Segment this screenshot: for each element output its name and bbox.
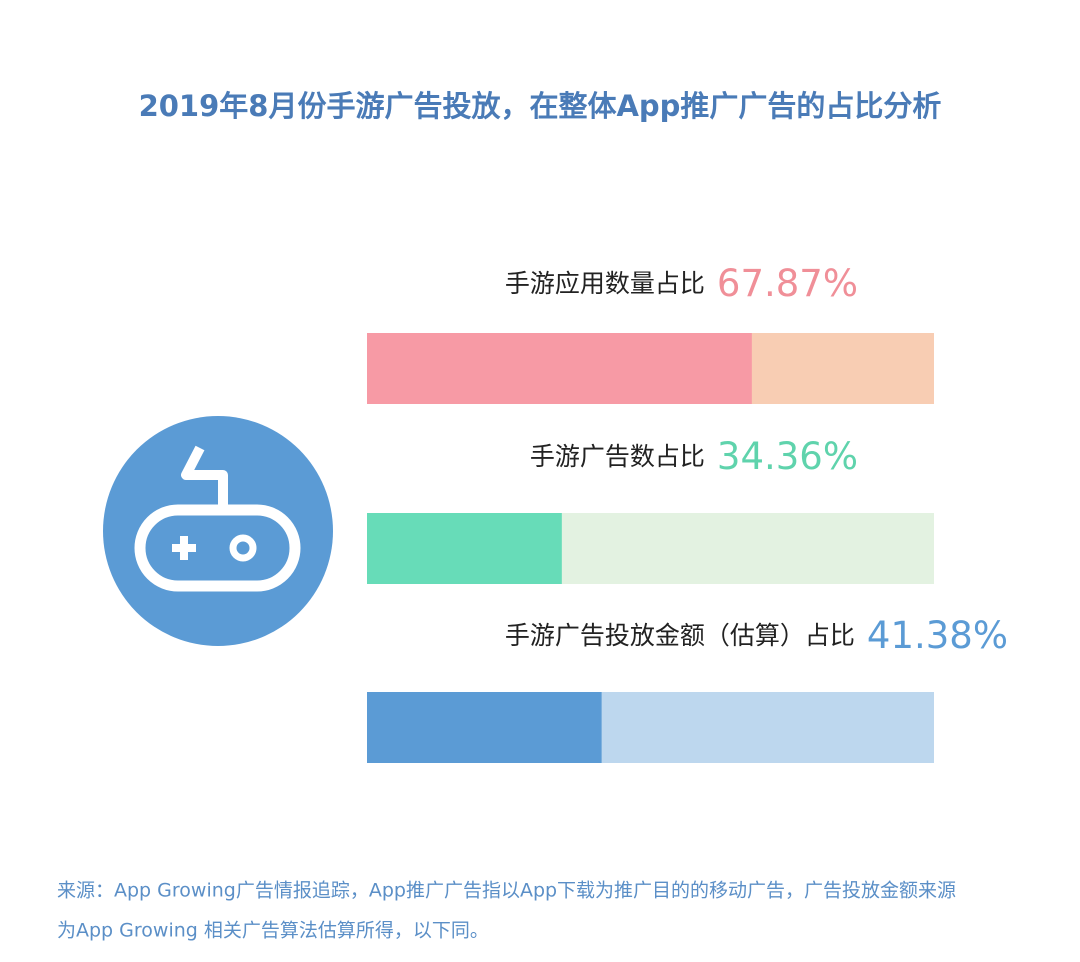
category-label: 手游广告数占比 [530, 442, 705, 471]
bar [367, 692, 602, 763]
category-label: 手游广告投放金额（估算）占比 [505, 621, 855, 650]
category-label: 手游应用数量占比 [505, 269, 705, 298]
bar-label: 手游广告数占比 34.36% [530, 435, 858, 478]
chart-title: 2019年8月份手游广告投放，在整体App推广广告的占比分析 [139, 89, 942, 123]
value-label: 67.87% [717, 262, 858, 305]
bar [367, 333, 752, 404]
game-icon [103, 416, 333, 646]
source-note: 为App Growing 相关广告算法估算所得，以下同。 [57, 920, 489, 942]
value-label: 41.38% [867, 614, 1008, 657]
bar-label: 手游应用数量占比 67.87% [505, 262, 858, 305]
bar-label: 手游广告投放金额（估算）占比 41.38% [505, 614, 1008, 657]
value-label: 34.36% [717, 435, 858, 478]
bar [367, 513, 562, 584]
source-note: 来源：App Growing广告情报追踪，App推广广告指以App下载为推广目的… [57, 880, 956, 902]
